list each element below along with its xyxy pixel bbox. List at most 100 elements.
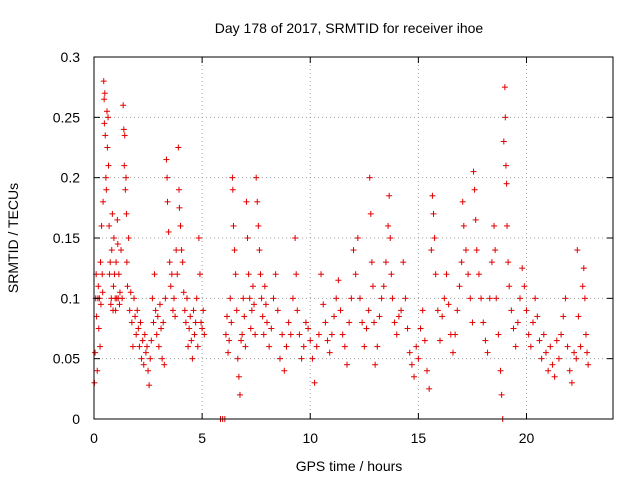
data-point <box>100 78 107 85</box>
data-point <box>454 307 461 314</box>
x-tick-label: 10 <box>302 430 318 446</box>
data-point <box>99 271 106 278</box>
data-point <box>493 295 500 302</box>
data-point <box>97 301 104 308</box>
data-point <box>564 343 571 350</box>
data-point <box>247 325 254 332</box>
data-point <box>136 343 143 350</box>
data-point <box>118 247 125 254</box>
data-point <box>169 307 176 314</box>
data-point <box>361 343 368 350</box>
data-point <box>270 295 277 302</box>
data-point <box>473 247 480 254</box>
data-point <box>158 325 165 332</box>
data-point <box>365 307 372 314</box>
data-point <box>256 247 263 254</box>
data-point <box>395 313 402 320</box>
data-point <box>103 108 110 115</box>
data-point <box>350 247 357 254</box>
data-point <box>194 343 201 350</box>
data-point <box>498 391 505 398</box>
data-point <box>517 295 524 302</box>
data-point <box>318 271 325 278</box>
data-point <box>268 325 275 332</box>
data-point <box>525 331 532 338</box>
data-point <box>261 283 268 290</box>
data-point <box>172 313 179 320</box>
data-point <box>527 343 534 350</box>
data-point <box>187 313 194 320</box>
data-point <box>123 210 130 217</box>
data-point <box>113 259 120 266</box>
data-point <box>378 295 385 302</box>
data-point <box>142 349 149 356</box>
data-point <box>97 259 104 266</box>
data-point <box>196 271 203 278</box>
data-point <box>133 331 140 338</box>
data-point <box>255 222 262 229</box>
data-point <box>181 307 188 314</box>
data-point <box>331 313 338 320</box>
data-point <box>555 355 562 362</box>
data-point <box>285 319 292 326</box>
data-point <box>122 186 129 193</box>
data-point <box>341 343 348 350</box>
data-point <box>504 222 511 229</box>
data-point <box>124 283 131 290</box>
data-point <box>154 313 161 320</box>
data-point <box>171 295 178 302</box>
data-point <box>470 168 477 175</box>
data-point <box>125 235 132 241</box>
data-point <box>175 186 182 193</box>
data-point <box>372 361 379 368</box>
data-point <box>243 198 250 205</box>
data-point <box>119 295 126 302</box>
data-point <box>393 331 400 338</box>
data-point <box>536 337 543 344</box>
data-point <box>581 295 588 302</box>
data-point <box>391 319 398 326</box>
data-point <box>551 373 558 380</box>
data-point <box>240 295 247 302</box>
data-point <box>324 337 331 344</box>
data-point <box>160 319 167 326</box>
data-point <box>371 319 378 326</box>
data-point <box>115 271 122 278</box>
data-point <box>229 186 236 193</box>
data-point <box>249 283 256 290</box>
data-point <box>141 331 148 338</box>
data-point <box>292 235 299 241</box>
data-point <box>229 174 236 181</box>
data-point <box>231 247 238 254</box>
data-point <box>320 301 327 308</box>
data-point <box>95 325 102 332</box>
data-point <box>227 295 234 302</box>
data-point <box>260 331 267 338</box>
x-tick-label: 15 <box>411 430 427 446</box>
data-point <box>173 247 180 254</box>
data-point <box>230 222 237 229</box>
data-point <box>107 301 114 308</box>
data-point <box>532 295 539 302</box>
data-point <box>465 271 472 278</box>
data-point <box>426 385 433 392</box>
data-point <box>179 259 186 266</box>
data-point <box>434 307 441 314</box>
y-tick-label: 0.15 <box>53 230 80 246</box>
data-point <box>484 349 491 356</box>
data-point <box>508 307 515 314</box>
data-point <box>374 343 381 350</box>
data-point <box>161 361 168 368</box>
x-tick-label: 0 <box>90 430 98 446</box>
data-point <box>346 319 353 326</box>
data-point <box>201 331 208 338</box>
data-point <box>259 313 266 320</box>
data-point <box>326 349 333 356</box>
data-point <box>110 283 117 290</box>
data-point <box>289 295 296 302</box>
data-point <box>467 295 474 302</box>
data-point <box>165 228 172 235</box>
data-point <box>199 325 206 332</box>
data-point <box>315 331 322 338</box>
data-point <box>545 367 552 374</box>
